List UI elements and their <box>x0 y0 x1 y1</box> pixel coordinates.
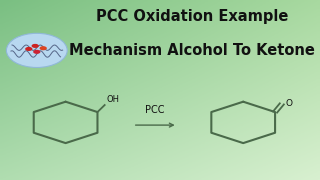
Text: PCC Oxidation Example: PCC Oxidation Example <box>96 9 288 24</box>
Text: Mechanism Alcohol To Ketone: Mechanism Alcohol To Ketone <box>69 43 315 58</box>
Circle shape <box>40 46 47 50</box>
Text: OH: OH <box>106 95 119 104</box>
Text: O: O <box>285 99 292 108</box>
Text: PCC: PCC <box>146 105 165 115</box>
Circle shape <box>32 44 39 48</box>
Circle shape <box>25 47 32 51</box>
Circle shape <box>33 50 40 54</box>
Circle shape <box>6 33 67 68</box>
